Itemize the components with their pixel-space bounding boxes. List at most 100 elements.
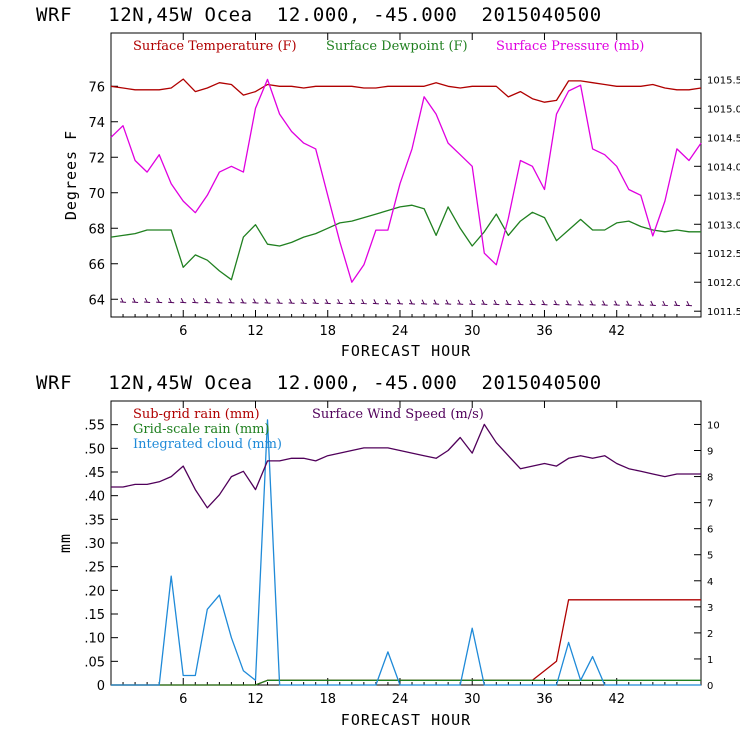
wind-barb bbox=[252, 302, 259, 304]
wind-barb bbox=[625, 304, 632, 306]
wind-barb-flag bbox=[421, 299, 425, 304]
wind-barb-flag bbox=[602, 300, 606, 305]
wind-barb bbox=[408, 303, 416, 305]
y2-tick-label: 9 bbox=[707, 447, 713, 458]
wind-barb bbox=[577, 304, 584, 306]
y2-tick-label: 1015.0 bbox=[707, 104, 740, 115]
temperature-pressure-chart: 6 12 18 24 30 36 42 64 66 68 70 72 74 76 1011.5 1012.0 1… bbox=[62, 32, 740, 360]
series-line-surface-pressure-mb bbox=[110, 78, 702, 283]
y-tick-label: .10 bbox=[84, 632, 105, 647]
y-tick-label: 72 bbox=[88, 151, 105, 166]
wind-barb bbox=[505, 303, 512, 306]
wind-barb-flag bbox=[674, 300, 678, 306]
legend-surface-temperature: Surface Temperature (F) bbox=[133, 39, 297, 54]
y2-tick-label: 1 bbox=[707, 655, 713, 666]
wind-barb-flag bbox=[662, 300, 666, 306]
y2-tick-label: 10 bbox=[707, 420, 720, 431]
y-tick-label: 70 bbox=[88, 187, 105, 202]
x-tick-label: 12 bbox=[247, 324, 264, 339]
wind-barb-flag bbox=[289, 298, 293, 304]
wind-barb-flag bbox=[216, 298, 220, 303]
wind-barb bbox=[541, 303, 548, 306]
wind-barb-flag bbox=[156, 297, 160, 303]
y2-tick-label: 1012.0 bbox=[707, 278, 740, 289]
y-tick-label: 64 bbox=[88, 293, 105, 308]
x-tick-label: 18 bbox=[319, 692, 336, 707]
y-tick-label: .55 bbox=[84, 419, 105, 434]
wind-barb-flag bbox=[469, 299, 473, 305]
y2-tick-label: 1013.5 bbox=[707, 191, 740, 202]
wind-barb bbox=[288, 302, 295, 304]
wind-barb-flag bbox=[433, 299, 437, 304]
wind-barb-flag bbox=[397, 299, 401, 304]
wind-barb-flag bbox=[277, 298, 281, 304]
bottom-y-axis-label: mm bbox=[56, 533, 74, 553]
x-tick-label: 12 bbox=[247, 692, 264, 707]
wind-barb bbox=[192, 301, 199, 304]
wind-barb bbox=[228, 302, 235, 304]
wind-barb-flag bbox=[590, 300, 594, 305]
wind-barb bbox=[481, 303, 488, 306]
wind-barb bbox=[144, 301, 151, 304]
top-chart-title: WRF 12N,45W Ocea 12.000, -45.000 2015040… bbox=[36, 4, 602, 26]
wind-barb-flag bbox=[481, 299, 485, 305]
y-tick-label: .15 bbox=[84, 608, 105, 623]
wind-barb-flag bbox=[265, 298, 268, 303]
wind-barb bbox=[445, 303, 452, 305]
legend-subgrid-rain: Sub-grid rain (mm) bbox=[133, 407, 260, 422]
wind-barb bbox=[276, 302, 283, 304]
wind-barb bbox=[168, 301, 175, 304]
y-tick-label: .30 bbox=[84, 537, 105, 552]
wind-barb-flag bbox=[349, 299, 353, 304]
wind-barb-flag bbox=[144, 297, 148, 303]
wind-barb bbox=[119, 301, 127, 303]
y2-tick-label: 8 bbox=[707, 473, 713, 484]
wind-barb-flag bbox=[373, 299, 377, 304]
wind-barb bbox=[348, 302, 355, 305]
wind-barb-flag bbox=[228, 298, 232, 303]
y2-tick-label: 7 bbox=[707, 499, 713, 510]
wind-barb-flag bbox=[253, 298, 256, 303]
y2-tick-label: 2 bbox=[707, 629, 713, 640]
y2-tick-label: 1013.0 bbox=[707, 220, 740, 231]
wind-barb bbox=[649, 304, 656, 306]
y2-tick-label: 4 bbox=[707, 577, 713, 588]
wind-barbs-row bbox=[119, 297, 693, 307]
top-x-axis-label: FORECAST HOUR bbox=[341, 342, 471, 360]
x-tick-label: 24 bbox=[392, 324, 409, 339]
x-tick-label: 6 bbox=[179, 692, 187, 707]
wind-barb bbox=[685, 304, 693, 307]
wind-barb-flag bbox=[493, 299, 497, 305]
bottom-chart-title: WRF 12N,45W Ocea 12.000, -45.000 2015040… bbox=[36, 372, 602, 394]
wind-barb-flag bbox=[385, 299, 389, 304]
wind-barb-flag bbox=[204, 298, 208, 303]
wind-barb bbox=[469, 303, 476, 305]
x-tick-label: 6 bbox=[179, 324, 187, 339]
y-tick-label: .05 bbox=[84, 655, 105, 670]
wind-barb-flag bbox=[638, 300, 642, 306]
y-tick-label: .20 bbox=[84, 584, 105, 599]
y2-tick-label: 6 bbox=[707, 525, 713, 536]
wind-barb bbox=[204, 301, 211, 304]
wind-barb bbox=[312, 302, 319, 305]
y-tick-label: 68 bbox=[88, 222, 105, 237]
wind-barb bbox=[240, 302, 247, 304]
wind-barb bbox=[216, 301, 223, 304]
wind-barb bbox=[553, 303, 560, 306]
wind-barb bbox=[264, 302, 271, 304]
wind-barb-flag bbox=[457, 299, 461, 305]
y2-tick-label: 3 bbox=[707, 603, 713, 614]
wind-barb bbox=[396, 303, 404, 305]
y-tick-label: .40 bbox=[84, 490, 105, 505]
x-tick-label: 42 bbox=[608, 324, 625, 339]
wind-barb-flag bbox=[626, 300, 630, 306]
wind-barb bbox=[565, 304, 572, 306]
y2-tick-label: 5 bbox=[707, 551, 713, 562]
wind-barb bbox=[589, 304, 596, 306]
wind-barb bbox=[324, 302, 331, 305]
wind-barb-flag bbox=[686, 300, 690, 306]
wind-barb-flag bbox=[325, 298, 329, 304]
wind-barb bbox=[132, 301, 139, 303]
wind-barb-flag bbox=[614, 300, 618, 306]
wind-barb-flag bbox=[554, 300, 557, 305]
